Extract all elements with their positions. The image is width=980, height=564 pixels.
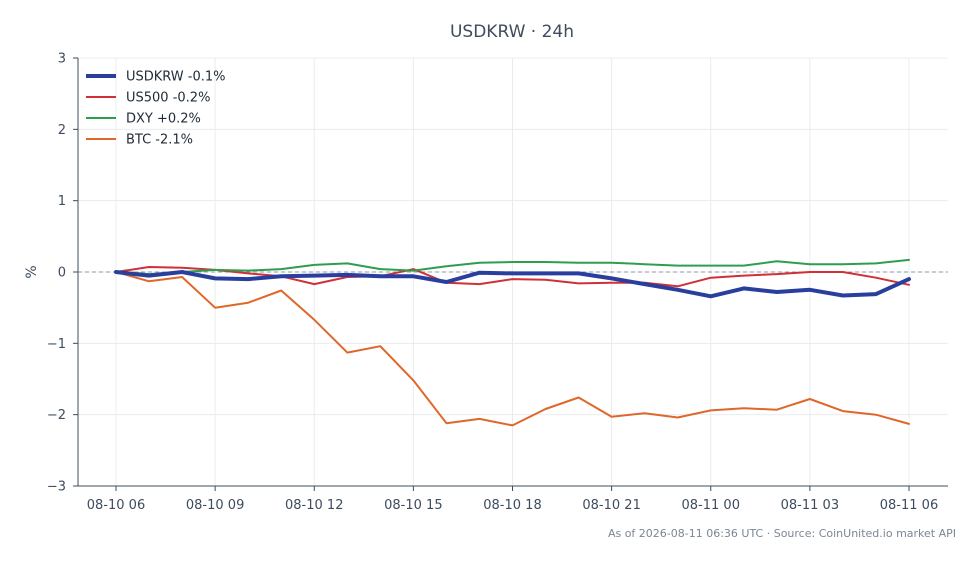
x-ticks: 08-10 06 08-10 09 08-10 12 08-10 15 08-10 18… — [87, 486, 938, 513]
x-tick-label: 08-10 09 — [186, 498, 244, 513]
series-line-4 — [115, 271, 910, 427]
x-tick-label: 08-10 18 — [483, 498, 541, 513]
y-tick-label: −1 — [47, 337, 66, 352]
y-tick-label: 0 — [58, 266, 66, 281]
legend-label-1: USDKRW -0.1% — [126, 70, 226, 85]
x-tick-label: 08-10 21 — [582, 498, 640, 513]
y-ticks: −3 −2 −1 0 1 2 3 — [47, 52, 78, 495]
y-tick-label: −2 — [47, 408, 66, 423]
x-tick-label: 08-10 12 — [285, 498, 343, 513]
series-line-3 — [115, 258, 910, 276]
y-tick-label: −3 — [47, 480, 66, 495]
series-line-2 — [115, 266, 910, 288]
series-layer — [114, 258, 911, 427]
y-axis-label: % — [24, 265, 40, 278]
y-tick-label: 1 — [58, 194, 66, 209]
x-tick-label: 08-11 06 — [880, 498, 938, 513]
legend-label-2: US500 -0.2% — [126, 91, 210, 106]
legend: USDKRW -0.1% US500 -0.2% DXY +0.2% BTC -2.1… — [86, 70, 226, 148]
chart-title: USDKRW · 24h — [450, 22, 574, 42]
x-tick-label: 08-10 06 — [87, 498, 145, 513]
y-tick-label: 3 — [58, 52, 66, 67]
y-tick-label: 2 — [58, 123, 66, 138]
x-tick-label: 08-11 00 — [682, 498, 740, 513]
legend-label-3: DXY +0.2% — [126, 112, 201, 127]
x-tick-label: 08-11 03 — [781, 498, 839, 513]
series-line-1 — [114, 270, 911, 299]
legend-label-4: BTC -2.1% — [126, 133, 193, 148]
x-tick-label: 08-10 15 — [384, 498, 442, 513]
source-footer: As of 2026-08-11 06:36 UTC · Source: Coi… — [608, 527, 956, 540]
